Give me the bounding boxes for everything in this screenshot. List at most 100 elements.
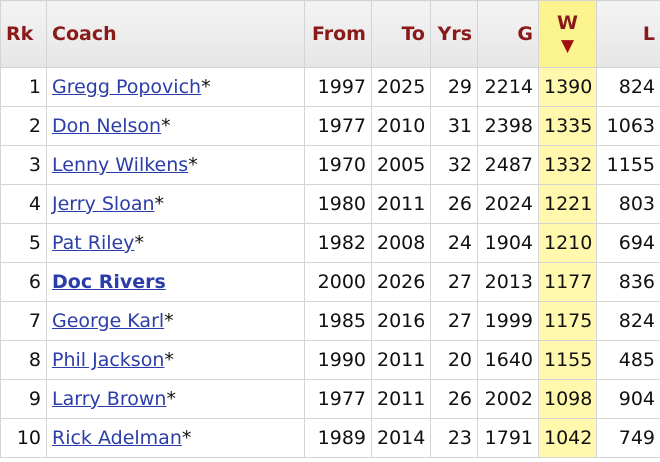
hof-mark: * (134, 232, 144, 254)
table-cell: 24 (430, 223, 478, 263)
coach-cell: Rick Adelman* (46, 418, 305, 458)
table-cell: 1335 (538, 106, 597, 146)
table-cell: 31 (430, 106, 478, 146)
cell-value: 2008 (377, 232, 426, 254)
table-cell: 2000 (304, 262, 372, 302)
coach-link[interactable]: Pat Riley (52, 232, 135, 254)
cell-value: 2011 (377, 388, 426, 410)
table-cell: 6 (0, 262, 47, 302)
cell-value: 26 (447, 388, 472, 410)
coach-link[interactable]: Phil Jackson (52, 349, 165, 371)
cell-value: 836 (618, 271, 655, 293)
cell-value: 27 (447, 310, 472, 332)
coach-link[interactable]: Doc Rivers (52, 271, 166, 293)
table-cell: 27 (430, 262, 478, 302)
cell-value: 1970 (317, 154, 366, 176)
column-header[interactable]: Yrs (430, 0, 478, 68)
coach-link[interactable]: Rick Adelman (52, 427, 182, 449)
table-cell: 29 (430, 67, 478, 107)
cell-value: 1997 (317, 76, 366, 98)
cell-value: 1977 (317, 115, 366, 137)
coach-cell: Pat Riley* (46, 223, 305, 263)
coach-link[interactable]: Larry Brown (52, 388, 167, 410)
cell-value: 803 (618, 193, 655, 215)
table-row: 9 Larry Brown* 1977 2011 26 2002 1098 904 (0, 379, 660, 419)
table-cell: 4 (0, 184, 47, 224)
cell-value: 749 (618, 427, 655, 449)
cell-value: 1999 (484, 310, 533, 332)
column-header[interactable]: W ▼ (538, 0, 597, 68)
table-cell: 904 (596, 379, 660, 419)
coach-link[interactable]: Jerry Sloan (52, 193, 155, 215)
table-cell: 1390 (538, 67, 597, 107)
cell-value: 824 (618, 310, 655, 332)
column-label: Coach (52, 23, 117, 45)
table-cell: 836 (596, 262, 660, 302)
hof-mark: * (201, 76, 211, 98)
cell-value: 3 (28, 154, 41, 176)
table-cell: 2011 (371, 379, 431, 419)
coach-cell: Gregg Popovich* (46, 67, 305, 107)
coach-cell: Doc Rivers (46, 262, 305, 302)
column-label: To (401, 23, 426, 45)
table-row: 8 Phil Jackson* 1990 2011 20 1640 1155 485 (0, 340, 660, 380)
table-row: 7 George Karl* 1985 2016 27 1999 1175 824 (0, 301, 660, 341)
table-cell: 1904 (477, 223, 539, 263)
column-label: W (557, 11, 578, 34)
table-cell: 2008 (371, 223, 431, 263)
coach-link[interactable]: Lenny Wilkens (52, 154, 189, 176)
coach-link[interactable]: Gregg Popovich (52, 76, 202, 98)
cell-value: 1042 (544, 427, 593, 449)
table-cell: 20 (430, 340, 478, 380)
cell-value: 1221 (544, 193, 593, 215)
table-cell: 26 (430, 379, 478, 419)
cell-value: 1904 (484, 232, 533, 254)
column-header[interactable]: L (596, 0, 660, 68)
cell-value: 2010 (377, 115, 426, 137)
table-row: 5 Pat Riley* 1982 2008 24 1904 1210 694 (0, 223, 660, 263)
cell-value: 2025 (377, 76, 426, 98)
table-cell: 1989 (304, 418, 372, 458)
column-header[interactable]: From (304, 0, 372, 68)
table-cell: 7 (0, 301, 47, 341)
table-cell: 1210 (538, 223, 597, 263)
table-cell: 2024 (477, 184, 539, 224)
table-cell: 485 (596, 340, 660, 380)
table-cell: 2002 (477, 379, 539, 419)
table-cell: 8 (0, 340, 47, 380)
cell-value: 1791 (484, 427, 533, 449)
column-label: Yrs (437, 23, 472, 45)
cell-value: 2 (28, 115, 41, 137)
cell-value: 1390 (544, 76, 593, 98)
column-header[interactable]: Coach (46, 0, 305, 68)
table-cell: 1155 (538, 340, 597, 380)
cell-value: 1640 (484, 349, 533, 371)
cell-value: 23 (447, 427, 472, 449)
cell-value: 1989 (317, 427, 366, 449)
cell-value: 2024 (484, 193, 533, 215)
column-header[interactable]: To (371, 0, 431, 68)
cell-value: 1335 (544, 115, 593, 137)
table-cell: 1 (0, 67, 47, 107)
cell-value: 2013 (484, 271, 533, 293)
column-header[interactable]: Rk (0, 0, 47, 68)
cell-value: 1063 (606, 115, 655, 137)
coach-cell: Jerry Sloan* (46, 184, 305, 224)
column-label: L (642, 23, 655, 45)
table-cell: 1997 (304, 67, 372, 107)
table-row: 4 Jerry Sloan* 1980 2011 26 2024 1221 803 (0, 184, 660, 224)
cell-value: 2011 (377, 193, 426, 215)
table-cell: 23 (430, 418, 478, 458)
table-cell: 2398 (477, 106, 539, 146)
coach-cell: Lenny Wilkens* (46, 145, 305, 185)
cell-value: 2398 (484, 115, 533, 137)
column-label: G (517, 23, 533, 45)
cell-value: 485 (618, 349, 655, 371)
column-header[interactable]: G (477, 0, 539, 68)
column-label: Rk (6, 23, 34, 45)
coach-link[interactable]: Don Nelson (52, 115, 162, 137)
hof-mark: * (161, 115, 171, 137)
cell-value: 1977 (317, 388, 366, 410)
table-cell: 1221 (538, 184, 597, 224)
coach-link[interactable]: George Karl (52, 310, 165, 332)
